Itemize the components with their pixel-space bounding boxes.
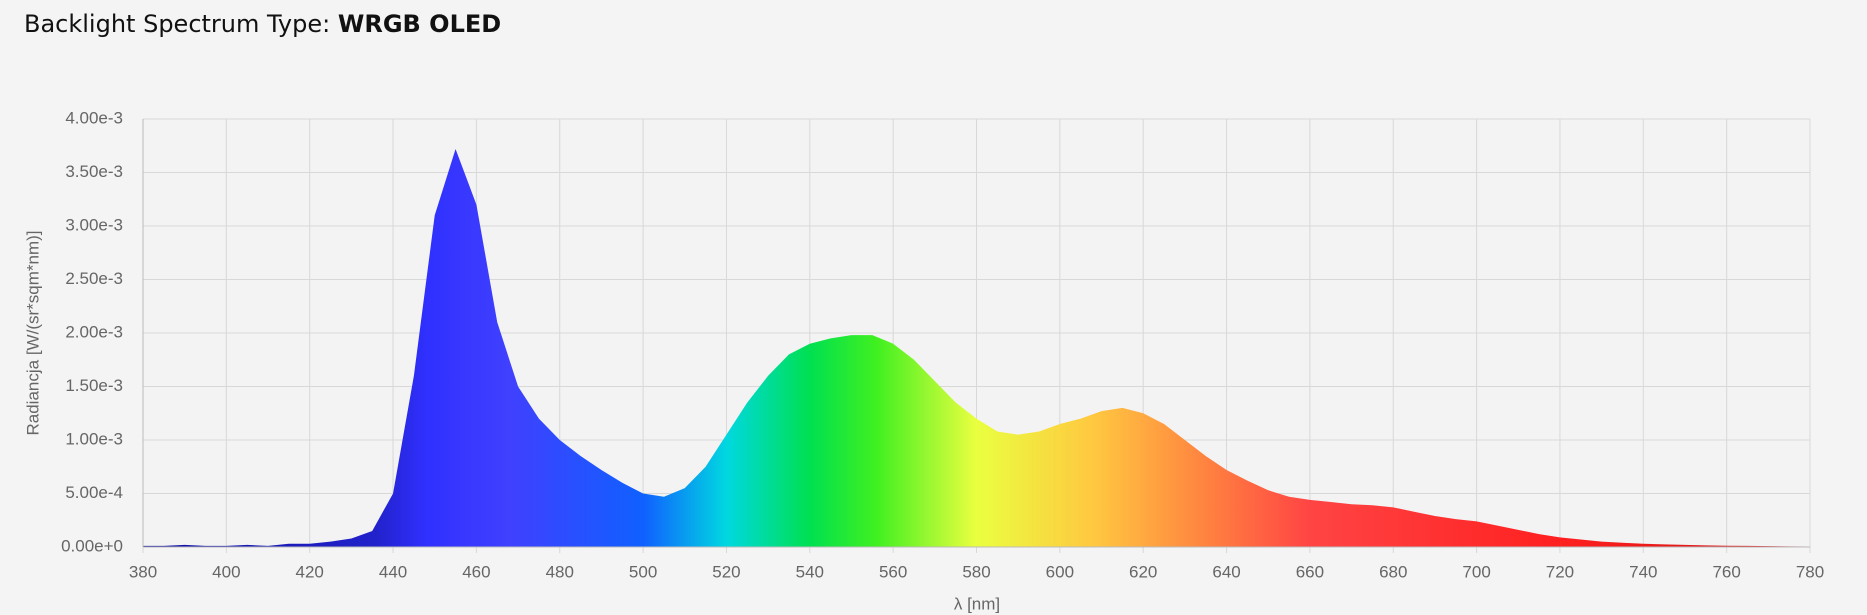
- y-tick-label: 5.00e-4: [65, 483, 123, 502]
- title-emphasis: WRGB OLED: [337, 10, 502, 38]
- x-tick-label: 600: [1046, 562, 1074, 581]
- y-tick-label: 1.50e-3: [65, 376, 123, 395]
- x-tick-label: 560: [879, 562, 907, 581]
- x-tick-label: 660: [1296, 562, 1324, 581]
- x-tick-label: 500: [629, 562, 657, 581]
- x-tick-label: 460: [462, 562, 490, 581]
- x-tick-label: 480: [546, 562, 574, 581]
- y-tick-label: 2.00e-3: [65, 322, 123, 341]
- y-tick-label: 3.00e-3: [65, 215, 123, 234]
- y-axis-label: Radiancja [W/(sr*sqm*nm)]: [23, 231, 42, 436]
- x-tick-label: 640: [1212, 562, 1240, 581]
- x-tick-label: 380: [129, 562, 157, 581]
- spectrum-area: [143, 148, 1810, 547]
- x-tick-label: 400: [212, 562, 240, 581]
- y-tick-label: 4.00e-3: [65, 108, 123, 127]
- x-tick-label: 620: [1129, 562, 1157, 581]
- title: Backlight Spectrum Type: WRGB OLED: [24, 10, 501, 38]
- x-tick-label: 680: [1379, 562, 1407, 581]
- x-tick-label: 420: [296, 562, 324, 581]
- y-tick-label: 2.50e-3: [65, 269, 123, 288]
- title-text: Backlight Spectrum Type:: [24, 10, 331, 38]
- y-tick-label: 0.00e+0: [61, 536, 123, 555]
- x-tick-label: 580: [962, 562, 990, 581]
- x-tick-label: 720: [1546, 562, 1574, 581]
- x-tick-label: 700: [1462, 562, 1490, 581]
- x-tick-label: 740: [1629, 562, 1657, 581]
- x-tick-label: 780: [1796, 562, 1824, 581]
- x-axis-label: λ [nm]: [954, 594, 1000, 613]
- y-tick-label: 3.50e-3: [65, 162, 123, 181]
- x-tick-label: 520: [712, 562, 740, 581]
- y-tick-label: 1.00e-3: [65, 429, 123, 448]
- x-tick-label: 440: [379, 562, 407, 581]
- x-tick-label: 540: [796, 562, 824, 581]
- x-tick-label: 760: [1712, 562, 1740, 581]
